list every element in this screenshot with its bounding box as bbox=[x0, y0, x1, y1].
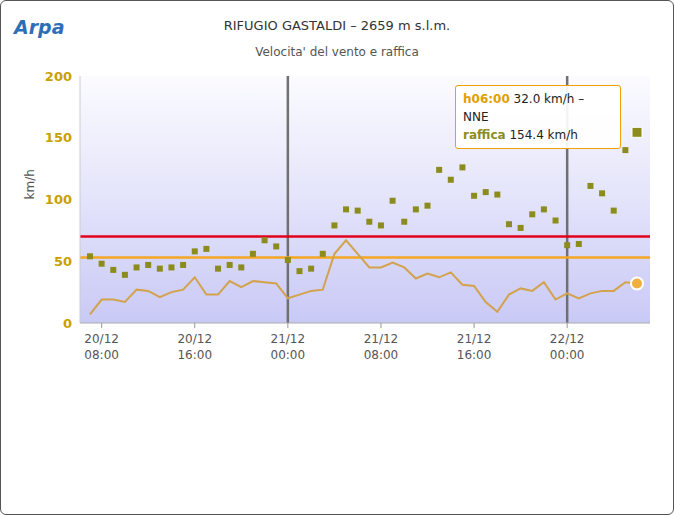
svg-text:20/12: 20/12 bbox=[84, 332, 119, 346]
svg-text:08:00: 08:00 bbox=[84, 348, 119, 362]
svg-text:16:00: 16:00 bbox=[457, 348, 492, 362]
html-text:RIFUGIO GASTALDI – 2659 m s.l.: RIFUGIO GASTALDI – 2659 m s.l.m. bbox=[223, 18, 451, 33]
svg-text:200: 200 bbox=[45, 69, 72, 84]
svg-text:0: 0 bbox=[63, 316, 72, 331]
svg-text:100: 100 bbox=[45, 192, 72, 207]
svg-text:150: 150 bbox=[45, 130, 72, 145]
html-text:Arpa: Arpa bbox=[14, 16, 65, 38]
svg-text:00:00: 00:00 bbox=[550, 348, 585, 362]
svg-text:08:00: 08:00 bbox=[364, 348, 399, 362]
svg-text:21/12: 21/12 bbox=[457, 332, 492, 346]
svg-text:km/h: km/h bbox=[23, 169, 37, 199]
svg-text:00:00: 00:00 bbox=[271, 348, 306, 362]
html-text:h06:00 32.0 km/h – NNE: h06:00 32.0 km/h – NNE bbox=[463, 92, 585, 124]
svg-text:20/12: 20/12 bbox=[177, 332, 212, 346]
svg-text:21/12: 21/12 bbox=[364, 332, 399, 346]
svg-text:16:00: 16:00 bbox=[177, 348, 212, 362]
svg-text:22/12: 22/12 bbox=[550, 332, 585, 346]
svg-text:21/12: 21/12 bbox=[271, 332, 306, 346]
svg-text:50: 50 bbox=[54, 254, 72, 269]
html-text:raffica 154.4 km/h: raffica 154.4 km/h bbox=[463, 128, 578, 142]
html-text:Velocita' del vento e raffica: Velocita' del vento e raffica bbox=[255, 45, 419, 59]
